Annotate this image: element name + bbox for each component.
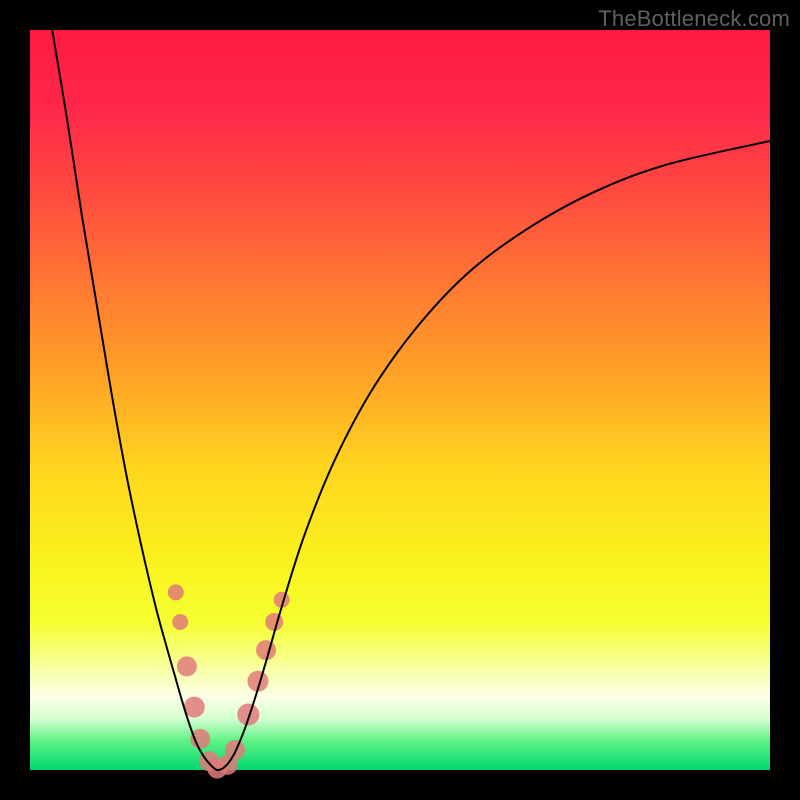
data-marker (265, 613, 283, 631)
chart-svg (0, 0, 800, 800)
data-marker (168, 584, 184, 600)
data-marker (190, 729, 210, 749)
data-marker (172, 614, 188, 630)
data-marker (256, 640, 276, 660)
plot-area (30, 30, 770, 770)
bottleneck-chart: TheBottleneck.com (0, 0, 800, 800)
watermark-text: TheBottleneck.com (598, 6, 790, 32)
data-marker (237, 704, 259, 726)
data-marker (177, 656, 197, 676)
